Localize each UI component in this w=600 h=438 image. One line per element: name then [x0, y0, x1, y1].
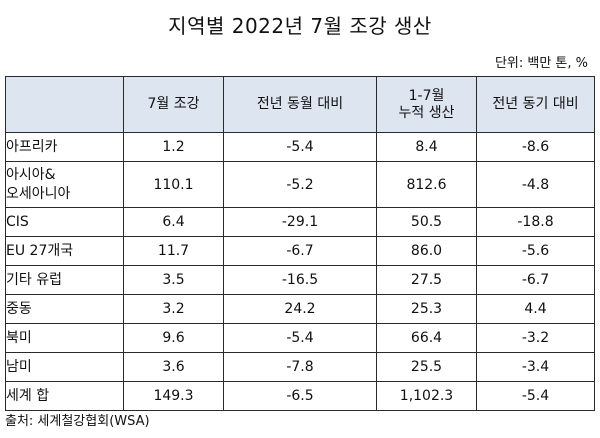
yoy-month-cell: -16.5	[223, 265, 377, 295]
table-row-total: 세계 합 149.3 -6.5 1,102.3 -5.4	[5, 381, 595, 411]
july-cell: 6.4	[123, 207, 224, 237]
region-cell: 기타 유럽	[5, 265, 124, 295]
table-row: 북미 9.6 -5.4 66.4 -3.2	[5, 323, 595, 353]
ytd-cell: 25.3	[376, 294, 477, 324]
table-row: 기타 유럽 3.5 -16.5 27.5 -6.7	[5, 265, 595, 295]
yoy-ytd-cell: -5.6	[476, 236, 595, 266]
table-row: 아시아& 오세아니아 110.1 -5.2 812.6 -4.8	[5, 161, 595, 208]
header-cell-region	[5, 76, 124, 133]
header-cell-yoy-month: 전년 동월 대비	[223, 76, 377, 133]
ytd-cell: 8.4	[376, 132, 477, 162]
july-cell: 149.3	[123, 381, 224, 411]
region-cell: 중동	[5, 294, 124, 324]
ytd-cell: 25.5	[376, 352, 477, 382]
region-cell: EU 27개국	[5, 236, 124, 266]
yoy-month-cell: -5.4	[223, 323, 377, 353]
july-cell: 11.7	[123, 236, 224, 266]
table-row: 중동 3.2 24.2 25.3 4.4	[5, 294, 595, 324]
yoy-ytd-cell: -3.2	[476, 323, 595, 353]
yoy-month-cell: -6.5	[223, 381, 377, 411]
july-cell: 9.6	[123, 323, 224, 353]
yoy-ytd-cell: 4.4	[476, 294, 595, 324]
region-cell: 세계 합	[5, 381, 124, 411]
table-row: EU 27개국 11.7 -6.7 86.0 -5.6	[5, 236, 595, 266]
july-cell: 3.5	[123, 265, 224, 295]
july-cell: 3.6	[123, 352, 224, 382]
yoy-ytd-cell: -3.4	[476, 352, 595, 382]
table-row: 남미 3.6 -7.8 25.5 -3.4	[5, 352, 595, 382]
ytd-cell: 50.5	[376, 207, 477, 237]
yoy-ytd-cell: -8.6	[476, 132, 595, 162]
source-note: 출처: 세계철강협회(WSA)	[5, 414, 150, 429]
yoy-month-cell: -6.7	[223, 236, 377, 266]
yoy-month-cell: -5.2	[223, 161, 377, 208]
yoy-month-cell: 24.2	[223, 294, 377, 324]
table-title: 지역별 2022년 7월 조강 생산	[168, 14, 432, 38]
yoy-month-cell: -29.1	[223, 207, 377, 237]
region-cell: 남미	[5, 352, 124, 382]
table-row: CIS 6.4 -29.1 50.5 -18.8	[5, 207, 595, 237]
ytd-cell: 812.6	[376, 161, 477, 208]
yoy-month-cell: -5.4	[223, 132, 377, 162]
region-cell: 아시아& 오세아니아	[5, 161, 124, 208]
ytd-cell: 27.5	[376, 265, 477, 295]
july-cell: 3.2	[123, 294, 224, 324]
header-row: 7월 조강 전년 동월 대비 1-7월 누적 생산 전년 동기 대비	[5, 76, 595, 133]
region-cell: 아프리카	[5, 132, 124, 162]
july-cell: 1.2	[123, 132, 224, 162]
region-cell: CIS	[5, 207, 124, 237]
region-cell: 북미	[5, 323, 124, 353]
yoy-ytd-cell: -5.4	[476, 381, 595, 411]
table-row: 아프리카 1.2 -5.4 8.4 -8.6	[5, 132, 595, 162]
production-table: 7월 조강 전년 동월 대비 1-7월 누적 생산 전년 동기 대비 아프리카 …	[5, 76, 595, 411]
ytd-cell: 86.0	[376, 236, 477, 266]
ytd-cell: 66.4	[376, 323, 477, 353]
unit-label: 단위: 백만 톤, %	[494, 56, 588, 71]
header-cell-july: 7월 조강	[123, 76, 224, 133]
july-cell: 110.1	[123, 161, 224, 208]
header-cell-ytd: 1-7월 누적 생산	[376, 76, 477, 133]
yoy-ytd-cell: -18.8	[476, 207, 595, 237]
ytd-cell: 1,102.3	[376, 381, 477, 411]
header-cell-yoy-ytd: 전년 동기 대비	[476, 76, 595, 133]
yoy-month-cell: -7.8	[223, 352, 377, 382]
yoy-ytd-cell: -6.7	[476, 265, 595, 295]
yoy-ytd-cell: -4.8	[476, 161, 595, 208]
